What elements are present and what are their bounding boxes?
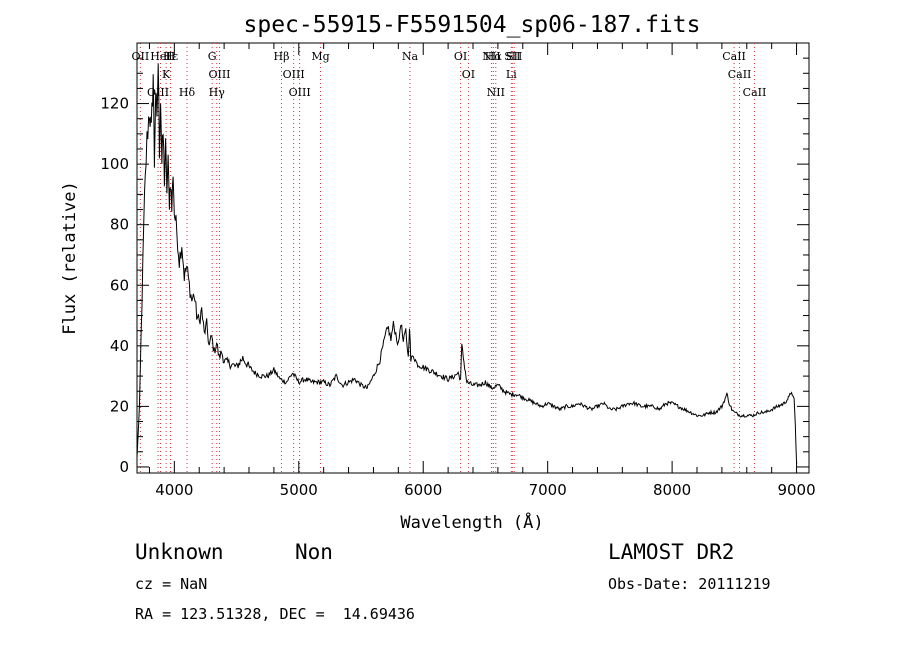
line-marker-label-24: CaII (728, 68, 752, 81)
chart-title: spec-55915-F5591504_sp06-187.fits (244, 12, 701, 38)
x-tick-label: 6000 (404, 481, 442, 499)
line-marker-label-14: Na (402, 50, 419, 63)
line-marker-label-13: Mg (311, 50, 329, 63)
line-marker-label-19: NII (487, 86, 505, 99)
x-tick-label: 4000 (155, 481, 193, 499)
x-tick-label: 9000 (777, 481, 815, 499)
plot-frame (136, 42, 810, 474)
line-marker-label-12: OIII (289, 86, 311, 99)
object-subclass: Non (295, 540, 333, 564)
survey-name: LAMOST DR2 (608, 540, 735, 564)
line-marker-label-11: OIII (283, 68, 305, 81)
y-axis-label: Flux (relative) (60, 181, 80, 335)
y-tick-label: 120 (100, 95, 129, 113)
spectrum-plot: spec-55915-F5591504_sp06-187.fits HεKOII… (60, 12, 816, 533)
line-marker-label-6: Hδ (179, 86, 196, 99)
line-marker-label-8: OIII (208, 68, 230, 81)
spectrum-series-line (136, 63, 798, 464)
object-class: Unknown (135, 540, 224, 564)
axis-ticks (137, 42, 809, 473)
line-marker-label-2: OII (132, 50, 150, 63)
line-marker-label-1: K (162, 68, 171, 81)
line-marker-label-22: SII (506, 50, 522, 63)
line-marker-label-18: Li (506, 68, 517, 81)
ra-dec: RA = 123.51328, DEC = 14.69436 (135, 605, 415, 623)
line-marker-label-9: Hγ (209, 86, 226, 99)
line-marker-label-17: NII (482, 50, 500, 63)
line-marker-label-16: OI (462, 68, 475, 81)
line-marker-label-25: CaII (743, 86, 767, 99)
x-tick-labels: 4000 5000 6000 7000 8000 9000 (155, 481, 815, 499)
line-marker-label-4: HeI (150, 50, 170, 63)
line-marker-label-23: CaII (722, 50, 746, 63)
x-tick-label: 7000 (529, 481, 567, 499)
x-tick-label: 8000 (653, 481, 691, 499)
y-tick-label: 80 (110, 216, 129, 234)
x-axis-label: Wavelength (Å) (400, 511, 543, 533)
observation-date: Obs-Date: 20111219 (608, 575, 771, 593)
y-tick-label: 20 (110, 397, 129, 415)
y-tick-label: 60 (110, 276, 129, 294)
y-tick-labels: 0 20 40 60 80 100 120 (100, 95, 129, 476)
y-tick-label: 40 (110, 337, 129, 355)
line-markers (139, 43, 755, 473)
x-tick-label: 5000 (280, 481, 318, 499)
line-marker-label-5: H (166, 50, 176, 63)
line-marker-label-15: OI (454, 50, 467, 63)
line-marker-label-10: Hβ (274, 50, 290, 63)
redshift-cz: cz = NaN (135, 575, 208, 593)
line-marker-label-7: G (208, 50, 217, 63)
y-tick-label: 0 (119, 458, 129, 476)
y-tick-label: 100 (100, 155, 129, 173)
line-marker-label-20: SII (504, 50, 520, 63)
line-marker-label-21: Hα (485, 50, 503, 63)
